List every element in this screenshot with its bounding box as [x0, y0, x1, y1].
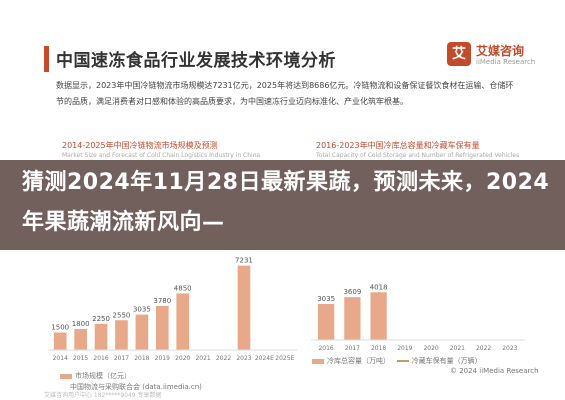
chart2-data-label: 4018: [370, 283, 388, 291]
chart1-tick-label: 2024E: [255, 355, 274, 362]
chart2-legend: 冷库总容量（万吨） 冷藏车保有量（万辆）: [312, 356, 482, 366]
chart2-tick-label: 2018: [371, 345, 386, 352]
chart2-title: 2016-2023年中国冷库总容量和冷藏车保有量: [316, 141, 480, 150]
chart1-bar: [176, 293, 190, 350]
page-title: 中国速冻食品行业发展技术环境分析: [56, 51, 336, 71]
chart2-tick-label: 2022: [476, 345, 491, 352]
chart1-source: 中国物流与采购联合会 (data.iimedia.cn): [70, 383, 202, 391]
chart1-tick-label: 2016: [93, 355, 108, 362]
chart1-tick-label: 2015: [73, 355, 88, 362]
chart1-tick-label: 2023: [236, 355, 251, 362]
chart1-bar: [135, 314, 149, 350]
chart1-tick-label: 2025E: [275, 355, 294, 362]
chart2-bar: [317, 303, 335, 340]
chart1-bar: [53, 332, 67, 350]
title-accent-bar: [44, 46, 49, 72]
chart1-subtitle: Market Size and Forecast of Cold Chain L…: [62, 152, 261, 159]
chart2-legend-label-1: 冷库总容量（万吨）: [327, 357, 390, 365]
chart1-legend-label: 市场规模（亿元）: [75, 372, 131, 380]
chart2-tick-label: 2017: [345, 345, 360, 352]
chart1-data-label: 1500: [51, 324, 69, 332]
chart1-bar: [74, 329, 87, 350]
headline-text: 猜测2024年11月28日最新果蔬，预测未来，2024年果蔬潮流新风向—: [22, 170, 550, 235]
chart2-bar: [344, 297, 361, 340]
body-paragraph: 数据显示，2023年中国冷链物流市场规模达7231亿元，2025年将达到8686…: [56, 81, 514, 106]
chart1-data-label: 2550: [113, 311, 131, 319]
chart2-data-label: 3609: [343, 288, 361, 296]
chart2-legend-swatch-2: [396, 360, 409, 362]
chart1-tick-label: 2014: [53, 355, 68, 362]
chart1-title: 2014-2025年中国冷链物流市场规模及预测: [62, 141, 218, 150]
chart1-data-label: 4850: [174, 284, 192, 292]
brand-english-name: iiMedia Research: [476, 58, 536, 66]
headline-overlay: [0, 160, 565, 250]
chart1-bar: [237, 265, 251, 350]
chart1-data-label: 7231: [235, 257, 253, 265]
chart2-tick-label: 2019: [397, 345, 412, 352]
watermark-footer: 艾媒咨询用户中心 182*****9049 专享数据: [44, 392, 162, 399]
chart1-bar: [115, 320, 128, 350]
chart1-data-label: 3780: [153, 297, 171, 305]
chart2-bar: [370, 292, 387, 340]
chart2-data-label: 3035: [317, 295, 335, 303]
chart1-tick-label: 2019: [155, 355, 170, 362]
chart2-source: © 2024 iiMedia Research: [450, 367, 539, 375]
chart1-tick-label: 2021: [195, 355, 210, 362]
chart1-legend-swatch: [60, 373, 72, 379]
chart1-data-label: 2250: [92, 315, 110, 323]
chart1-tick-label: 2022: [216, 355, 231, 362]
chart2-subtitle: Total Capacity of Cold Storage and Numbe…: [316, 152, 520, 159]
chart2-tick-label: 2023: [502, 345, 517, 352]
chart2-tick-label: 2016: [318, 345, 333, 352]
chart1-bar: [155, 305, 169, 350]
chart1-bar: [94, 323, 108, 350]
chart1-data-label: 3035: [133, 306, 151, 314]
chart1-data-label: 1800: [72, 320, 90, 328]
chart1-bar-chart: 1500 2014 1800 2015 2250 2016 2550 2017 3035 2018…: [48, 257, 297, 362]
chart1-legend: 市场规模（亿元）: [60, 371, 131, 381]
chart1-tick-label: 2020: [175, 355, 190, 362]
brand-logo-icon: 艾: [447, 42, 471, 66]
chart2-legend-swatch-1: [312, 358, 324, 364]
brand-name: 艾媒咨询: [476, 44, 525, 58]
chart2-legend-label-2: 冷藏车保有量（万辆）: [411, 357, 482, 365]
chart2-tick-label: 2021: [450, 345, 465, 352]
chart2-bar-chart: 3035 2016 3609 2017 4018 2018 2019 2020 2021 2022…: [311, 283, 525, 352]
chart2-tick-label: 2020: [423, 345, 438, 352]
chart1-tick-label: 2017: [114, 355, 129, 362]
chart1-tick-label: 2018: [134, 355, 149, 362]
